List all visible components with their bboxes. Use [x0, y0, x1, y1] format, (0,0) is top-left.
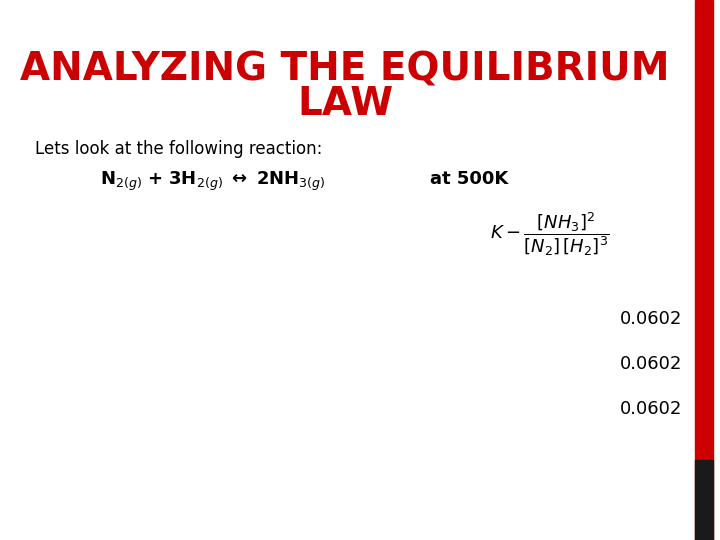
Text: 0.0602: 0.0602: [620, 355, 683, 373]
Bar: [695, 0, 713, 540]
Text: ANALYZING THE EQUILIBRIUM: ANALYZING THE EQUILIBRIUM: [20, 50, 670, 88]
Text: $K-\dfrac{[NH_3]^2}{[N_2]\,[H_2]^3}$: $K-\dfrac{[NH_3]^2}{[N_2]\,[H_2]^3}$: [490, 210, 610, 258]
Text: at 500K: at 500K: [430, 170, 508, 188]
Bar: [695, 460, 713, 540]
Text: Lets look at the following reaction:: Lets look at the following reaction:: [35, 140, 323, 158]
Text: 0.0602: 0.0602: [620, 400, 683, 418]
Text: $\mathbf{N}_{2(g)}\ \mathbf{+\ 3H}_{2(g)}\ \mathbf{\leftrightarrow\ 2NH}_{3(g)}$: $\mathbf{N}_{2(g)}\ \mathbf{+\ 3H}_{2(g)…: [100, 170, 325, 193]
Text: 0.0602: 0.0602: [620, 310, 683, 328]
Text: LAW: LAW: [297, 85, 393, 123]
